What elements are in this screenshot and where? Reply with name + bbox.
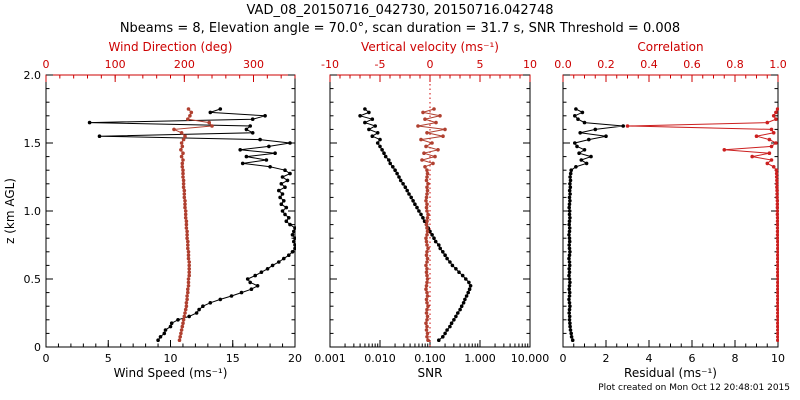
svg-text:0.5: 0.5 — [24, 273, 42, 286]
svg-text:0.0: 0.0 — [554, 58, 572, 71]
svg-text:0.2: 0.2 — [597, 58, 615, 71]
vertical_velocity-series — [416, 107, 447, 343]
svg-text:8: 8 — [732, 352, 739, 365]
svg-text:10: 10 — [164, 352, 178, 365]
top-axis-label-wind-direction: Wind Direction (deg) — [108, 40, 233, 54]
top-axis-label-correlation: Correlation — [637, 40, 704, 54]
svg-text:200: 200 — [174, 58, 195, 71]
svg-text:10.000: 10.000 — [511, 352, 550, 365]
svg-text:0.4: 0.4 — [640, 58, 658, 71]
y-axis-label: z (km AGL) — [3, 178, 17, 244]
svg-text:1.0: 1.0 — [24, 205, 42, 218]
svg-text:2: 2 — [603, 352, 610, 365]
panel-1: 00.51.01.52.00 5 10 15 200 100 200 300 — [24, 58, 303, 365]
svg-text:4: 4 — [646, 352, 653, 365]
bottom-axis-label-wind-speed: Wind Speed (ms⁻¹) — [113, 366, 228, 380]
svg-text:0.001: 0.001 — [314, 352, 346, 365]
svg-text:6: 6 — [689, 352, 696, 365]
svg-text:0: 0 — [427, 58, 434, 71]
svg-text:0: 0 — [43, 352, 50, 365]
residual-series — [567, 107, 625, 343]
plot-title: VAD_08_20150716_042730, 20150716.042748 — [246, 3, 554, 18]
svg-text:0.8: 0.8 — [726, 58, 744, 71]
svg-text:5: 5 — [477, 58, 484, 71]
plot-subtitle: Nbeams = 8, Elevation angle = 70.0°, sca… — [119, 21, 681, 36]
panel-2: 0.001 0.010 0.100 1.000 10.000 -10 -5 0 5 10 — [314, 58, 549, 365]
svg-text:-5: -5 — [375, 58, 386, 71]
svg-text:0: 0 — [43, 58, 50, 71]
snr-series — [358, 107, 473, 343]
bottom-axis-label-residual: Residual (ms⁻¹) — [624, 366, 717, 380]
svg-text:1.0: 1.0 — [769, 58, 787, 71]
bottom-axis-label-snr: SNR — [417, 366, 443, 380]
svg-text:20: 20 — [288, 352, 302, 365]
top-axis-label-vertical-velocity: Vertical velocity (ms⁻¹) — [361, 40, 499, 54]
wind_speed-series — [87, 107, 296, 343]
svg-text:0: 0 — [560, 352, 567, 365]
svg-text:0.100: 0.100 — [414, 352, 446, 365]
svg-text:15: 15 — [226, 352, 240, 365]
svg-text:0.6: 0.6 — [683, 58, 701, 71]
plot-created-timestamp: Plot created on Mon Oct 12 20:48:01 2015 — [598, 383, 790, 393]
y-axis-label-wrap: z (km AGL) — [2, 75, 18, 347]
svg-text:-10: -10 — [321, 58, 339, 71]
svg-text:100: 100 — [105, 58, 126, 71]
panel-3: 0 2 4 6 8 10 0.0 0.2 0.4 0.6 0.8 1.0 — [554, 58, 787, 365]
svg-text:5: 5 — [105, 352, 112, 365]
svg-text:1.000: 1.000 — [464, 352, 496, 365]
svg-text:10: 10 — [523, 58, 537, 71]
svg-text:2.0: 2.0 — [24, 69, 42, 82]
correlation-series — [625, 107, 779, 342]
svg-text:300: 300 — [243, 58, 264, 71]
svg-text:0.010: 0.010 — [364, 352, 396, 365]
svg-text:10: 10 — [771, 352, 785, 365]
svg-text:1.5: 1.5 — [24, 137, 42, 150]
wind_direction-series — [172, 107, 214, 343]
svg-text:0: 0 — [34, 341, 41, 354]
